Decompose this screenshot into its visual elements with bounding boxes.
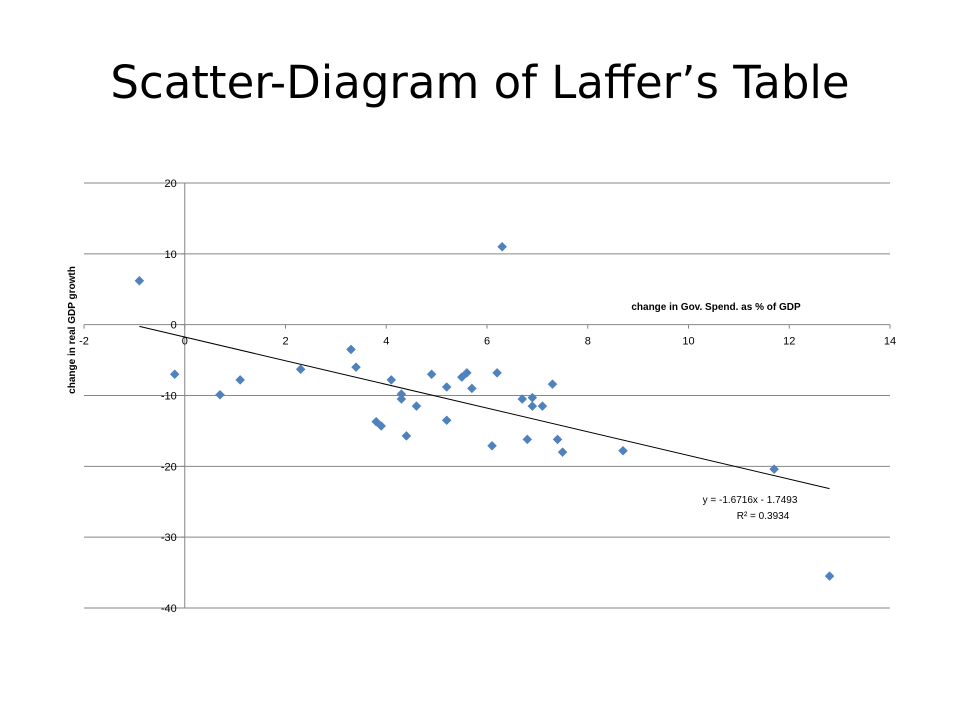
x-tick-label: 12: [783, 336, 795, 348]
x-tick-label: 6: [484, 336, 490, 348]
y-tick-label: -30: [161, 532, 177, 544]
x-tick-label: 2: [282, 336, 288, 348]
data-point: [618, 445, 628, 456]
slide-title: Scatter-Diagram of Laffer’s Table: [110, 56, 850, 109]
data-point: [769, 464, 779, 475]
data-point: [552, 434, 563, 445]
data-point: [441, 415, 452, 426]
data-points: [134, 241, 835, 581]
data-point: [346, 344, 356, 355]
data-point: [461, 367, 472, 378]
x-tick-label: -2: [79, 336, 89, 348]
data-point: [169, 369, 180, 380]
x-axis-title: change in Gov. Spend. as % of GDP: [631, 302, 801, 313]
data-point: [351, 362, 361, 373]
trendline-group: [139, 325, 830, 490]
data-point: [396, 394, 407, 404]
data-point: [295, 364, 306, 375]
y-tick-label: -40: [161, 603, 177, 615]
data-point: [441, 382, 452, 392]
data-point: [235, 375, 246, 385]
y-tick-label: 10: [165, 249, 177, 261]
x-tick-label: 4: [383, 336, 389, 348]
data-point: [376, 421, 387, 431]
data-point: [411, 401, 422, 411]
data-point: [215, 389, 225, 400]
data-point: [497, 241, 507, 252]
y-axis-title: change in real GDP growth: [67, 266, 78, 394]
data-point: [467, 383, 477, 394]
x-tick-label: 0: [182, 336, 188, 348]
y-tick-label: 0: [171, 320, 177, 332]
data-point: [492, 367, 502, 378]
y-tick-label: 20: [165, 178, 177, 190]
x-tick-label: 8: [585, 336, 591, 348]
data-point: [522, 434, 533, 445]
data-point: [547, 379, 558, 390]
data-point: [517, 394, 528, 404]
x-tick-label: 10: [682, 336, 694, 348]
data-point: [824, 571, 835, 581]
data-point: [527, 392, 538, 403]
data-point: [386, 375, 397, 385]
x-tick-labels: -2 0 2 4 6 8 10 12 14: [79, 336, 896, 348]
y-tick-labels: 20 10 0 -10 -20 -30 -40: [161, 178, 177, 615]
grid-lines: [84, 182, 890, 609]
trendline: [139, 325, 830, 490]
data-point: [527, 401, 538, 411]
data-point: [557, 447, 568, 458]
data-point: [401, 431, 412, 441]
data-point: [537, 401, 548, 411]
data-point: [426, 369, 437, 380]
y-tick-label: -10: [161, 391, 177, 403]
axes: [83, 182, 891, 609]
x-tick-label: 14: [884, 336, 896, 348]
data-point: [396, 389, 407, 399]
y-tick-label: -20: [161, 461, 177, 473]
data-point: [487, 440, 497, 451]
trendline-equation: y = -1.6716x - 1.7493: [703, 495, 798, 506]
trendline-r-squared: R² = 0.3934: [737, 511, 790, 522]
data-point: [134, 275, 145, 286]
